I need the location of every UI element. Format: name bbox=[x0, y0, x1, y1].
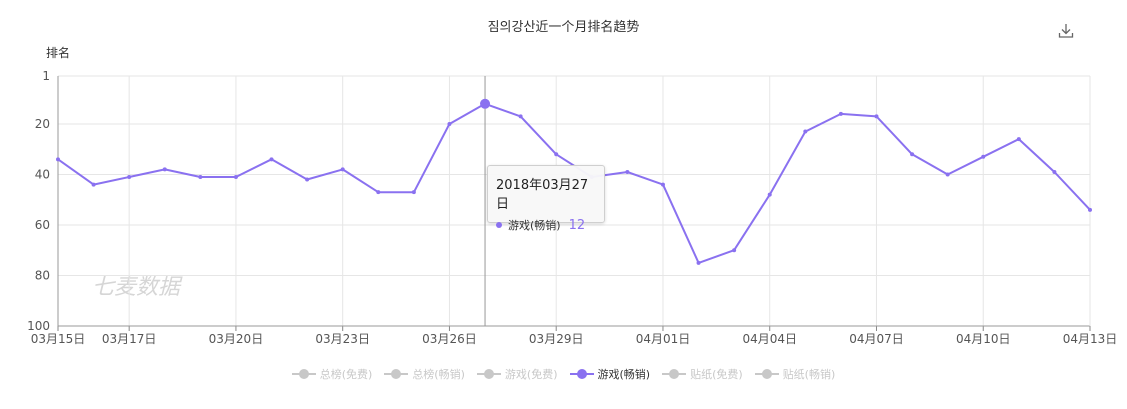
x-tick-label: 03月29日 bbox=[529, 332, 584, 346]
watermark: 七麦数据 bbox=[92, 275, 183, 300]
x-tick-label: 04月10日 bbox=[956, 332, 1011, 346]
data-point[interactable] bbox=[660, 182, 665, 187]
data-point[interactable] bbox=[981, 154, 986, 159]
data-point-active[interactable] bbox=[480, 98, 491, 109]
legend-label: 贴纸(畅销) bbox=[782, 368, 836, 381]
legend-symbol-icon bbox=[662, 369, 687, 379]
y-tick-label: 20 bbox=[35, 117, 50, 131]
data-point[interactable] bbox=[874, 114, 879, 119]
data-point[interactable] bbox=[518, 114, 523, 119]
legend-label: 贴纸(免费) bbox=[690, 368, 743, 381]
data-point[interactable] bbox=[625, 169, 630, 174]
legend-item[interactable]: 总榜(畅销) bbox=[384, 366, 465, 382]
data-point[interactable] bbox=[1052, 169, 1057, 174]
x-tick-label: 04月13日 bbox=[1063, 332, 1118, 346]
data-point[interactable] bbox=[162, 167, 167, 172]
data-point[interactable] bbox=[233, 175, 238, 180]
x-tick-label: 03月15日 bbox=[31, 332, 86, 346]
data-point[interactable] bbox=[411, 190, 416, 195]
tooltip-value: 12 bbox=[568, 217, 586, 233]
y-tick-label: 1 bbox=[42, 69, 50, 83]
x-tick-label: 03月17日 bbox=[102, 332, 157, 346]
legend-symbol-icon bbox=[754, 369, 779, 379]
data-point[interactable] bbox=[910, 152, 915, 157]
legend-label: 游戏(畅销) bbox=[597, 368, 651, 381]
legend-item[interactable]: 贴纸(免费) bbox=[662, 366, 743, 382]
y-axis-label: 排名 bbox=[46, 45, 70, 60]
data-point[interactable] bbox=[376, 190, 381, 195]
data-point[interactable] bbox=[554, 152, 559, 157]
tooltip-date: 2018年03月27日 bbox=[496, 178, 589, 212]
x-tick-label: 03月20日 bbox=[209, 332, 264, 346]
chart-title: 짐의강산近一个月排名趋势 bbox=[487, 20, 640, 35]
data-point[interactable] bbox=[945, 172, 950, 177]
y-tick-label: 80 bbox=[35, 268, 50, 282]
x-tick-label: 04月04日 bbox=[742, 332, 797, 346]
y-tick-label: 40 bbox=[35, 167, 50, 181]
data-point[interactable] bbox=[127, 175, 132, 180]
legend-symbol-icon bbox=[569, 369, 594, 379]
data-point[interactable] bbox=[1016, 137, 1021, 142]
data-point[interactable] bbox=[1088, 207, 1092, 212]
y-tick-label: 100 bbox=[27, 319, 50, 333]
legend-label: 总榜(免费) bbox=[319, 368, 373, 381]
x-tick-label: 03月23日 bbox=[315, 332, 370, 346]
x-tick-label: 04月07日 bbox=[849, 332, 904, 346]
chart-legend: 总榜(免费) 总榜(畅销) 游戏(免费) 游戏(畅销) 贴纸(免费) 贴纸(畅销) bbox=[0, 366, 1127, 382]
legend-item[interactable]: 游戏(畅销) bbox=[569, 366, 651, 382]
data-point[interactable] bbox=[269, 157, 274, 162]
x-tick-label: 04月01日 bbox=[636, 332, 691, 346]
data-point[interactable] bbox=[198, 175, 203, 180]
legend-label: 游戏(免费) bbox=[504, 368, 558, 381]
legend-symbol-icon bbox=[291, 369, 316, 379]
legend-label: 总榜(畅销) bbox=[412, 368, 465, 381]
data-point[interactable] bbox=[696, 260, 701, 265]
data-point[interactable] bbox=[447, 121, 452, 126]
data-point[interactable] bbox=[56, 157, 60, 162]
data-point[interactable] bbox=[91, 182, 96, 187]
legend-item[interactable]: 游戏(免费) bbox=[476, 366, 558, 382]
download-icon bbox=[1058, 24, 1074, 38]
tooltip-series-name: 游戏(畅销) bbox=[508, 219, 561, 232]
data-point[interactable] bbox=[732, 248, 737, 253]
data-point[interactable] bbox=[340, 167, 345, 172]
legend-symbol-icon bbox=[476, 369, 501, 379]
data-point[interactable] bbox=[838, 111, 843, 116]
legend-item[interactable]: 总榜(免费) bbox=[291, 366, 373, 382]
tooltip-series-dot bbox=[496, 222, 502, 228]
data-point[interactable] bbox=[803, 129, 808, 134]
data-point[interactable] bbox=[767, 192, 772, 197]
y-tick-label: 60 bbox=[35, 218, 50, 232]
chart-tooltip: 2018年03月27日 游戏(畅销) 12 bbox=[487, 165, 605, 233]
legend-symbol-icon bbox=[384, 369, 409, 379]
download-button[interactable] bbox=[1056, 21, 1076, 41]
data-point[interactable] bbox=[305, 177, 310, 182]
x-tick-label: 03月26日 bbox=[422, 332, 477, 346]
legend-item[interactable]: 贴纸(畅销) bbox=[754, 366, 836, 382]
